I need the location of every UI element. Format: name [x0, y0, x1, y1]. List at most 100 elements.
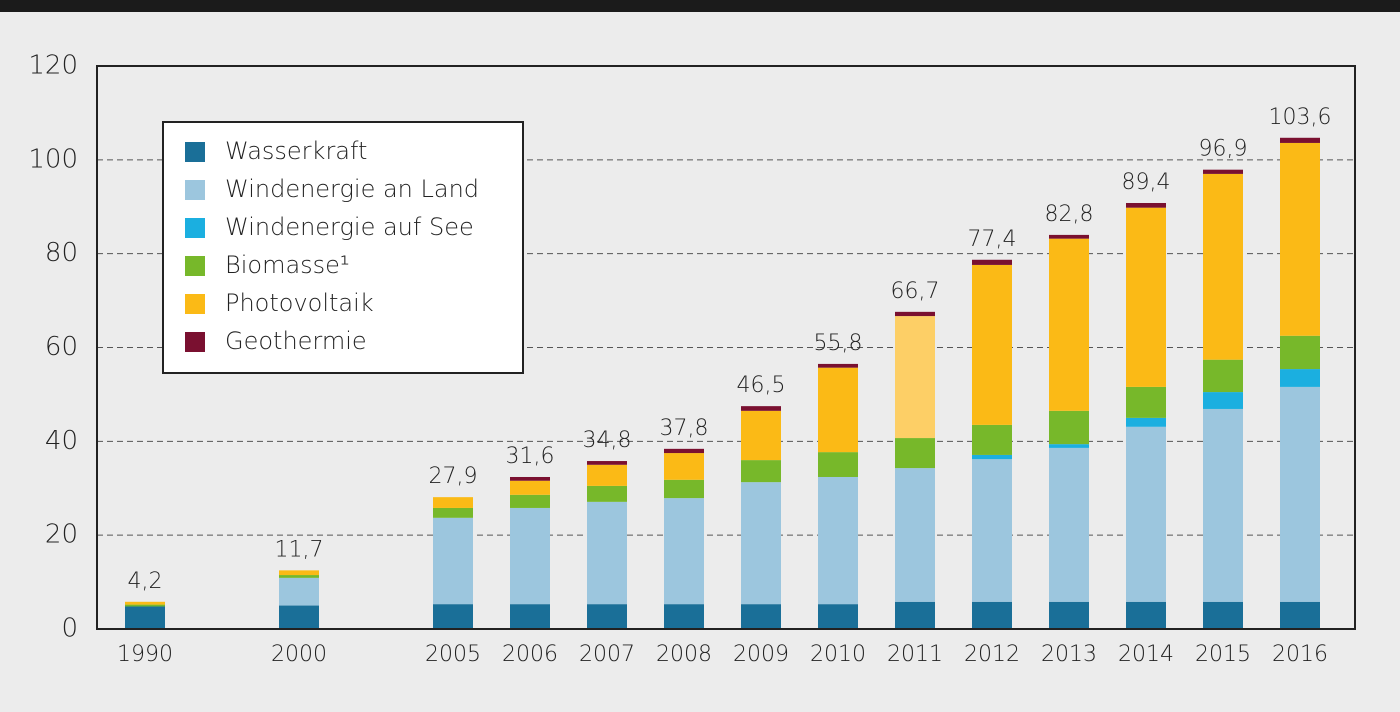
bar-segment	[1126, 426, 1166, 602]
x-tick-label: 2013	[1041, 642, 1097, 667]
bar-segment	[279, 577, 319, 606]
bar-segment	[587, 501, 627, 605]
bar-segment	[1203, 392, 1243, 409]
total-label: 37,8	[660, 416, 709, 441]
bar-segment	[279, 605, 319, 629]
bar-segment	[895, 468, 935, 602]
bar-segment	[1049, 410, 1089, 445]
total-label: 34,8	[583, 428, 632, 453]
bar-segment	[895, 316, 935, 439]
x-tick-label: 2008	[656, 642, 712, 667]
bar-segment	[1203, 601, 1243, 629]
bar-segment	[510, 494, 550, 508]
x-tick-label: 2000	[271, 642, 327, 667]
bar-segment	[510, 507, 550, 605]
total-label: 55,8	[814, 331, 863, 356]
x-tick-label: 2011	[887, 642, 943, 667]
bar-segment	[972, 459, 1012, 602]
bar-segment	[664, 479, 704, 499]
bar-segment	[818, 367, 858, 453]
bar-segment	[1049, 601, 1089, 629]
legend-label: Wasserkraft	[225, 137, 367, 165]
total-label: 77,4	[968, 227, 1017, 252]
legend-swatch	[185, 332, 205, 352]
bar-segment	[1203, 408, 1243, 602]
x-tick-label: 2009	[733, 642, 789, 667]
bar-segment	[510, 476, 550, 481]
x-tick-label: 2015	[1195, 642, 1251, 667]
legend-swatch	[185, 294, 205, 314]
bar-segment	[1049, 238, 1089, 411]
bar-segment	[433, 497, 473, 508]
x-tick-label: 2006	[502, 642, 558, 667]
bar-segment	[1280, 142, 1320, 336]
x-tick-label: 1990	[117, 642, 173, 667]
bar-segment	[972, 424, 1012, 455]
y-tick-label: 100	[28, 144, 78, 174]
x-tick-label: 2007	[579, 642, 635, 667]
bar-segment	[1203, 169, 1243, 174]
legend-label: Photovoltaik	[225, 289, 374, 317]
total-label: 89,4	[1122, 170, 1171, 195]
bar-segment	[972, 259, 1012, 265]
bar-segment	[1049, 444, 1089, 448]
legend-swatch	[185, 180, 205, 200]
legend-swatch	[185, 256, 205, 276]
bar-segment	[741, 410, 781, 461]
bar-segment	[433, 604, 473, 629]
bar-segment	[818, 363, 858, 368]
bar-segment	[510, 604, 550, 629]
bar-segment	[1280, 369, 1320, 387]
bar-segment	[587, 464, 627, 486]
total-label: 66,7	[891, 279, 940, 304]
y-tick-label: 20	[45, 520, 78, 550]
x-tick-label: 2005	[425, 642, 481, 667]
bar-segment	[1280, 137, 1320, 143]
bar-segment	[433, 507, 473, 518]
x-tick-label: 2012	[964, 642, 1020, 667]
bar-segment	[1126, 207, 1166, 387]
bar-segment	[1049, 234, 1089, 239]
bar-segment	[972, 264, 1012, 425]
y-tick-label: 80	[45, 238, 78, 268]
y-tick-label: 40	[45, 426, 78, 456]
legend-swatch	[185, 218, 205, 238]
total-label: 31,6	[506, 444, 555, 469]
bar-segment	[587, 604, 627, 629]
legend-label: Biomasse¹	[225, 251, 350, 279]
bar-segment	[1126, 601, 1166, 629]
bar-segment	[818, 604, 858, 629]
y-tick-label: 60	[45, 332, 78, 362]
bar-segment	[279, 575, 319, 578]
total-label: 4,2	[128, 569, 163, 594]
bar-segment	[818, 452, 858, 477]
bar-segment	[664, 604, 704, 629]
bar-segment	[895, 438, 935, 469]
total-label: 82,8	[1045, 202, 1094, 227]
legend-box	[162, 121, 524, 374]
x-tick-label: 2010	[810, 642, 866, 667]
bar-segment	[1280, 386, 1320, 602]
y-tick-label: 0	[61, 614, 78, 644]
total-label: 96,9	[1199, 137, 1248, 162]
bar-segment	[1280, 335, 1320, 370]
bar-segment	[741, 604, 781, 629]
bar-segment	[741, 482, 781, 605]
bar-segment	[895, 601, 935, 629]
bar-segment	[664, 498, 704, 605]
total-label: 11,7	[275, 537, 324, 562]
bar-segment	[664, 453, 704, 480]
bar-segment	[1126, 386, 1166, 418]
bar-segment	[972, 454, 1012, 460]
bar-segment	[741, 406, 781, 411]
bar-segment	[818, 476, 858, 605]
bar-segment	[1126, 202, 1166, 208]
bar-segment	[1049, 447, 1089, 602]
bar-segment	[664, 448, 704, 454]
total-label: 46,5	[737, 373, 786, 398]
bar-segment	[279, 570, 319, 576]
bar-segment	[587, 461, 627, 465]
bar-segment	[587, 485, 627, 502]
total-label: 27,9	[429, 464, 478, 489]
